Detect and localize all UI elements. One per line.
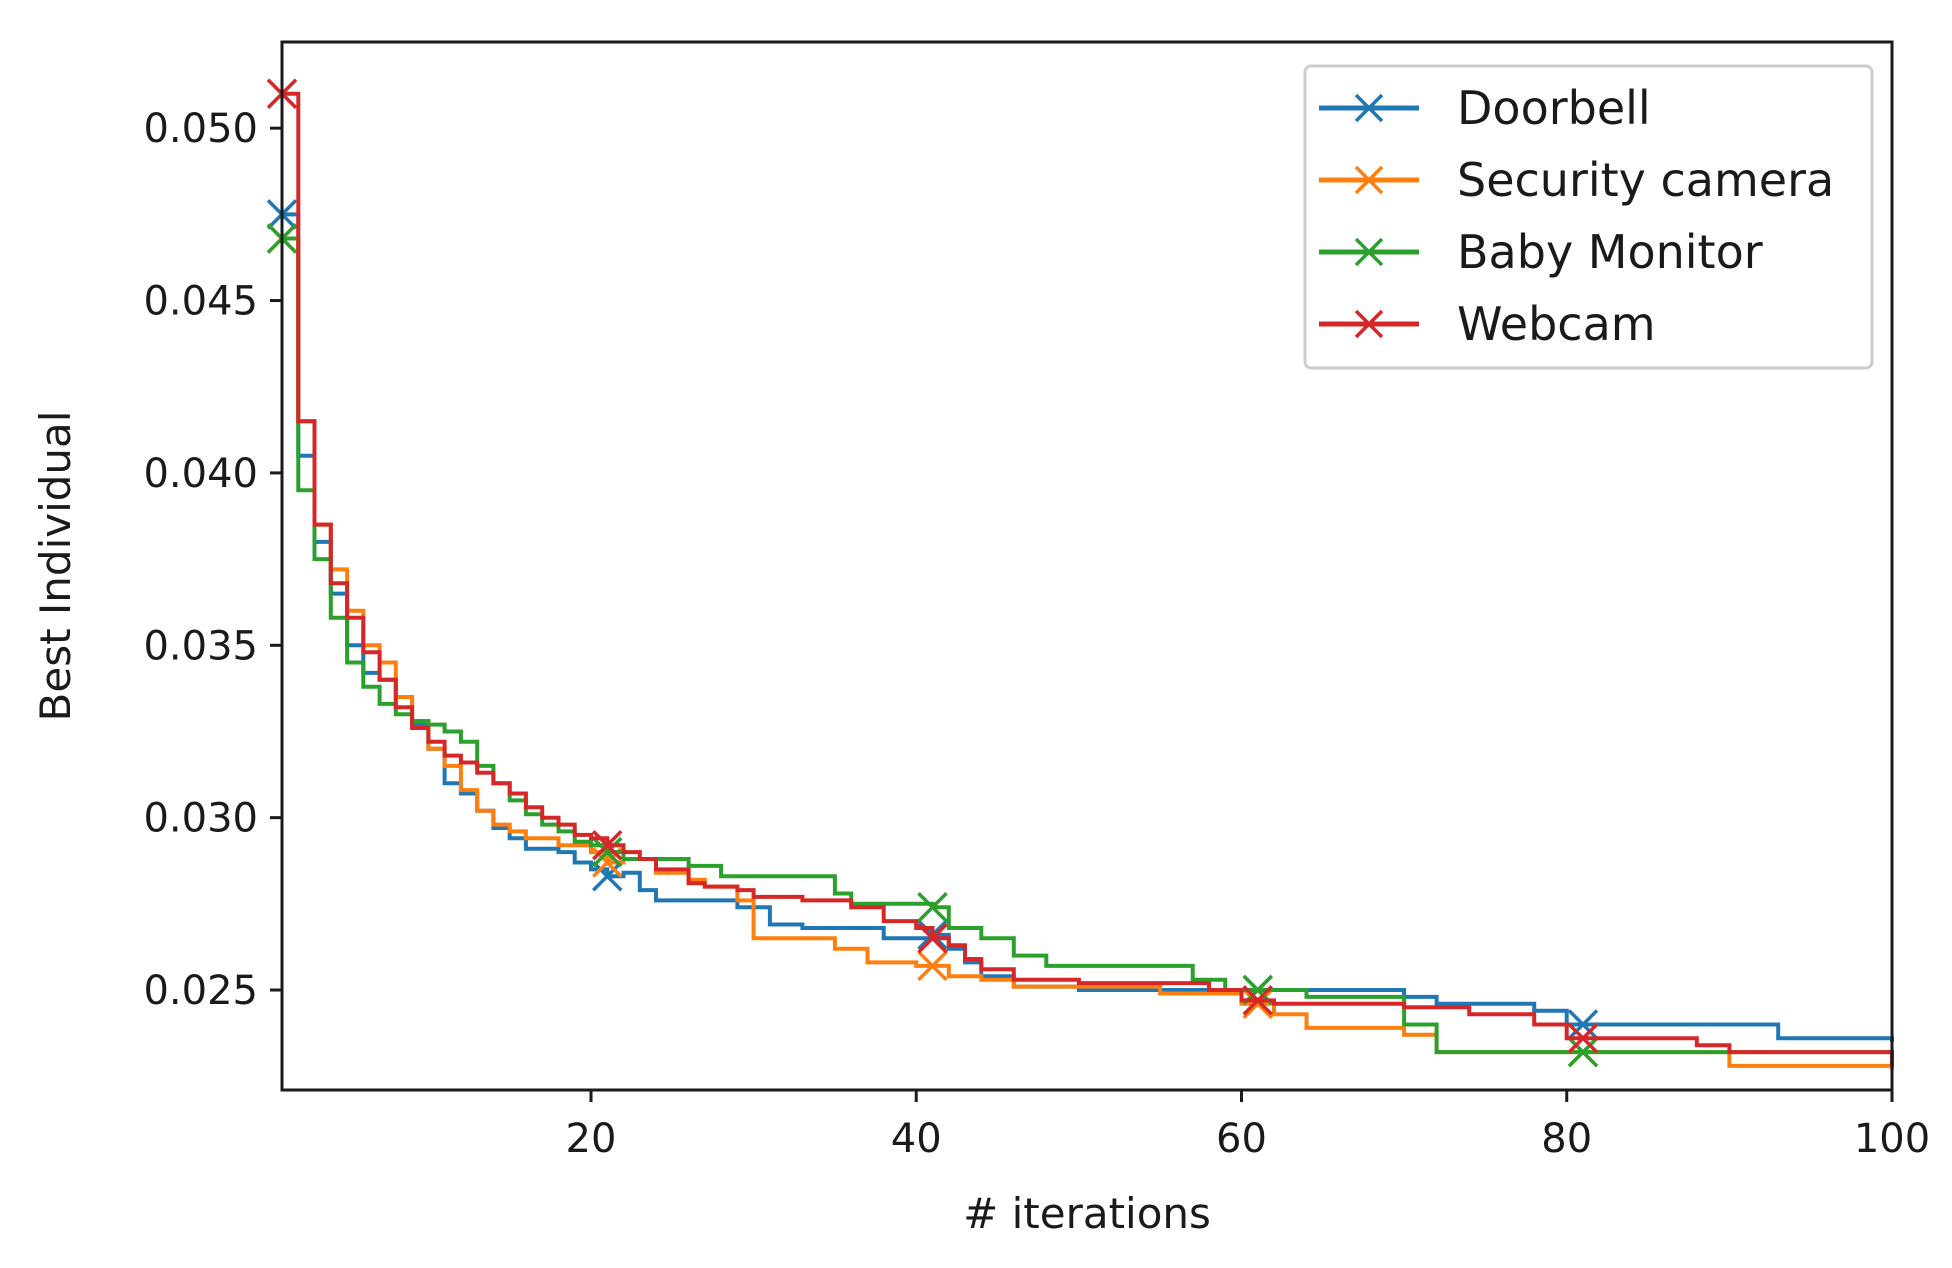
series-line-baby-monitor [282,236,1894,1063]
x-tick-label: 40 [891,1116,942,1162]
marker-baby-monitor [592,836,623,868]
legend-marker-baby-monitor [1354,237,1384,267]
legend-marker-webcam [1354,309,1384,339]
marker-baby-monitor [1567,1036,1599,1068]
y-tick-label: 0.040 [143,451,258,497]
legend-label-security-camera: Security camera [1457,153,1834,207]
legend: Doorbell Security camera Baby Monitor Webca… [1303,64,1874,370]
marker-webcam [1567,1023,1599,1054]
marker-doorbell [592,861,623,892]
legend-label-baby-monitor: Baby Monitor [1457,225,1763,279]
x-axis: 20 40 60 80 100 [566,1090,1930,1162]
legend-marker-security-camera [1354,165,1384,195]
marker-webcam [1242,985,1273,1016]
x-tick-label: 20 [566,1116,617,1162]
legend-box [1303,64,1874,370]
y-tick-label: 0.045 [143,279,258,325]
marker-security-camera [917,950,948,982]
x-tick-label: 100 [1854,1116,1930,1162]
marker-security-camera [1242,988,1273,1020]
y-axis-title: Best Individual [31,411,80,722]
marker-baby-monitor [917,892,948,923]
legend-marker-doorbell [1354,93,1384,123]
y-tick-label: 0.025 [143,968,258,1014]
y-tick-label: 0.035 [143,623,258,669]
y-axis: 0.025 0.030 0.035 0.040 0.045 0.050 [143,106,282,1014]
x-axis-title: # iterations [963,1189,1211,1238]
marker-webcam [592,829,623,861]
series-line-webcam [282,91,1894,1066]
marker-webcam [917,923,948,954]
y-tick-label: 0.030 [143,796,258,842]
x-tick-label: 80 [1541,1116,1592,1162]
x-tick-label: 60 [1216,1116,1267,1162]
legend-label-doorbell: Doorbell [1457,81,1651,135]
legend-label-webcam: Webcam [1457,297,1656,351]
axes-frame [280,40,1894,1092]
marker-doorbell [1567,1009,1599,1040]
y-tick-label: 0.050 [143,106,258,152]
